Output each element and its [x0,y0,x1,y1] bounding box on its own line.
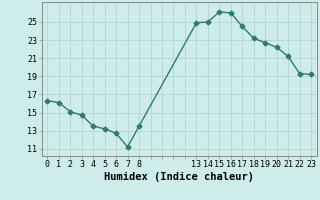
X-axis label: Humidex (Indice chaleur): Humidex (Indice chaleur) [104,172,254,182]
